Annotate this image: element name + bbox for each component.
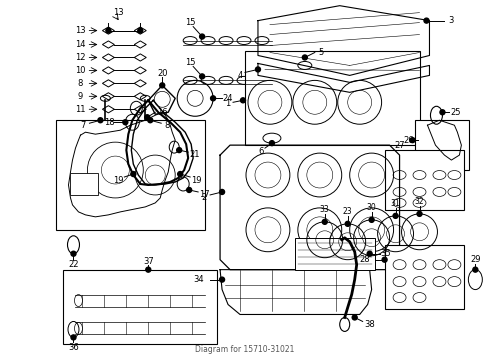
Text: 25: 25 [450, 108, 461, 117]
Text: 4: 4 [237, 71, 243, 80]
Circle shape [146, 267, 151, 272]
Text: 8: 8 [165, 121, 170, 130]
Bar [295, 238, 375, 270]
Circle shape [369, 217, 374, 222]
Text: 6: 6 [258, 147, 264, 156]
Circle shape [71, 335, 76, 340]
Text: 9: 9 [78, 92, 83, 101]
Text: 1: 1 [225, 99, 231, 108]
Text: 21: 21 [189, 150, 199, 159]
Circle shape [220, 189, 224, 194]
Text: 27: 27 [394, 141, 405, 150]
Circle shape [123, 120, 128, 125]
Text: 14: 14 [75, 40, 86, 49]
Bar [245, 50, 419, 145]
Circle shape [138, 28, 143, 33]
Text: 29: 29 [470, 255, 481, 264]
Bar [385, 245, 465, 310]
Text: 12: 12 [75, 53, 86, 62]
Circle shape [211, 96, 216, 101]
Circle shape [270, 141, 274, 146]
Bar [385, 150, 465, 210]
Text: 5: 5 [318, 48, 323, 57]
Circle shape [71, 251, 76, 256]
Circle shape [241, 98, 245, 103]
Circle shape [345, 221, 350, 226]
Circle shape [199, 34, 205, 39]
Text: 18: 18 [104, 118, 115, 127]
Text: 15: 15 [185, 18, 196, 27]
Circle shape [382, 257, 387, 262]
Text: 37: 37 [143, 257, 154, 266]
Text: 33: 33 [320, 206, 330, 215]
Text: 28: 28 [359, 255, 369, 264]
Text: 19: 19 [191, 176, 201, 185]
Bar [55, 120, 205, 230]
Text: 22: 22 [68, 260, 79, 269]
Text: 19: 19 [113, 176, 123, 185]
Circle shape [160, 83, 165, 88]
Circle shape [410, 138, 415, 143]
Circle shape [148, 118, 153, 123]
Text: 30: 30 [367, 203, 376, 212]
Text: 23: 23 [343, 207, 352, 216]
Circle shape [424, 18, 429, 23]
Circle shape [255, 67, 261, 72]
Circle shape [417, 211, 422, 216]
Text: 17: 17 [199, 190, 209, 199]
Circle shape [367, 251, 372, 256]
Circle shape [393, 213, 398, 219]
Circle shape [352, 315, 357, 320]
Text: 13: 13 [113, 8, 123, 17]
Text: 38: 38 [364, 320, 375, 329]
Text: 36: 36 [68, 343, 79, 352]
Circle shape [220, 277, 224, 282]
Circle shape [187, 188, 192, 193]
Circle shape [199, 74, 205, 79]
Circle shape [177, 148, 182, 153]
Circle shape [98, 118, 103, 123]
Circle shape [473, 267, 478, 272]
Text: 10: 10 [75, 66, 86, 75]
Bar [63, 270, 217, 345]
Circle shape [131, 171, 136, 176]
Text: 20: 20 [157, 69, 168, 78]
Text: Diagram for 15710-31021: Diagram for 15710-31021 [196, 345, 294, 354]
Text: 15: 15 [185, 58, 196, 67]
Bar [71, 173, 98, 195]
Text: 24: 24 [223, 94, 233, 103]
Circle shape [440, 110, 445, 115]
Text: 16: 16 [157, 108, 168, 117]
Circle shape [322, 219, 327, 224]
Text: 31: 31 [391, 199, 400, 208]
Circle shape [106, 28, 111, 33]
Circle shape [302, 55, 307, 60]
Circle shape [178, 171, 183, 176]
Text: 7: 7 [81, 121, 86, 130]
Text: 11: 11 [75, 105, 86, 114]
Text: 35: 35 [380, 249, 391, 258]
Text: 3: 3 [449, 16, 454, 25]
Text: 13: 13 [75, 26, 86, 35]
Text: 34: 34 [194, 275, 204, 284]
Text: 8: 8 [78, 79, 83, 88]
Bar [415, 120, 469, 170]
Text: 26: 26 [403, 136, 414, 145]
Text: 2: 2 [201, 193, 207, 202]
Circle shape [145, 115, 150, 120]
Text: 32: 32 [415, 197, 424, 206]
